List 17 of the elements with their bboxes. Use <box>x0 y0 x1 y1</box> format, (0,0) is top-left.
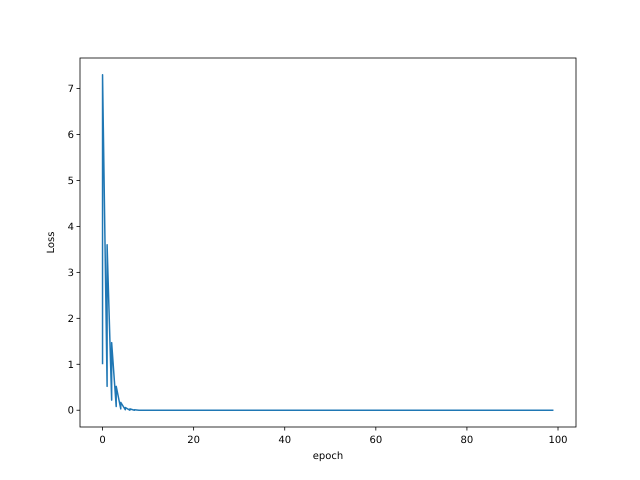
x-axis-title: epoch <box>312 451 344 462</box>
y-tick-label: 7 <box>68 84 74 96</box>
y-tick-label: 6 <box>68 130 74 142</box>
x-tick-label: 100 <box>548 435 568 446</box>
x-tick-label: 80 <box>460 435 474 446</box>
y-tick-label: 5 <box>68 176 74 187</box>
y-tick-label: 4 <box>68 222 74 233</box>
y-tick-label: 2 <box>68 314 74 325</box>
y-tick-label: 0 <box>68 406 74 417</box>
y-axis-title: Loss <box>46 232 57 254</box>
x-tick-label: 40 <box>278 435 292 446</box>
line-series <box>102 74 554 411</box>
x-tick-label: 60 <box>369 435 382 446</box>
y-tick-label: 3 <box>68 268 74 279</box>
x-tick-label: 20 <box>187 435 200 446</box>
y-tick-label: 1 <box>68 360 74 371</box>
x-tick-label: 0 <box>99 435 106 446</box>
